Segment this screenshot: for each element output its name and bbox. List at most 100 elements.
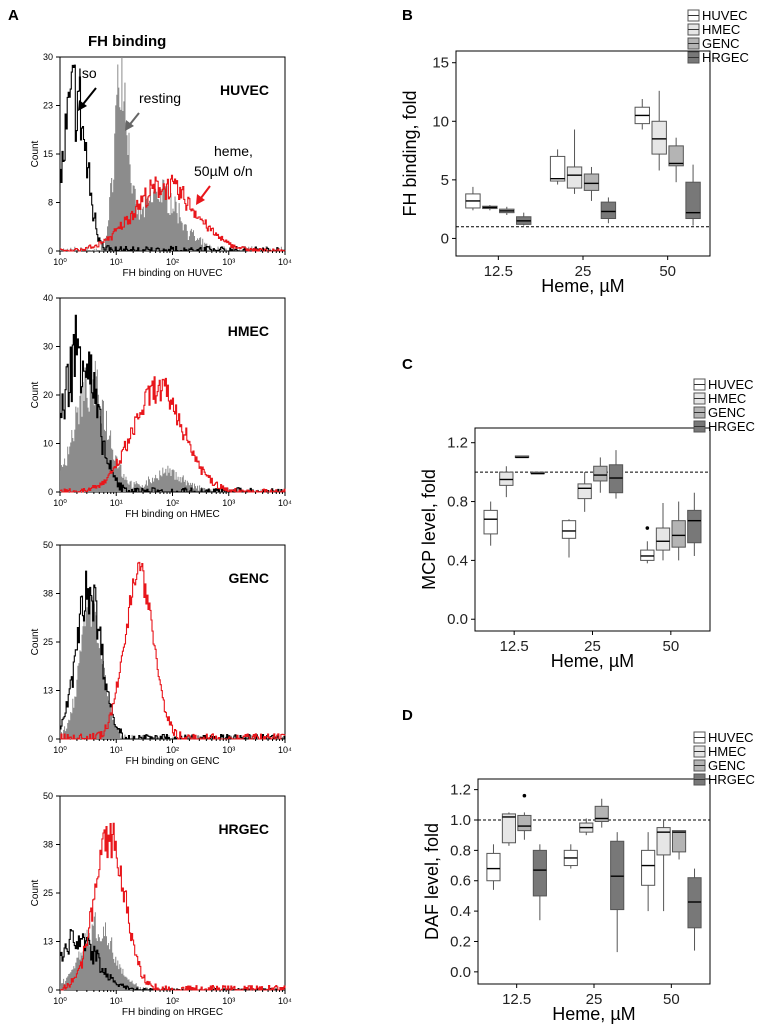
- x-tick-label: 12.5: [500, 638, 529, 655]
- legend-label: HMEC: [702, 22, 740, 37]
- y-axis-label: Count: [30, 879, 41, 906]
- box-genc: [517, 814, 532, 832]
- y-tick-label: 0: [48, 734, 53, 744]
- heme-arrowhead: [196, 194, 205, 205]
- x-tick-label: 10¹: [110, 498, 123, 508]
- histogram-series-iso: [60, 570, 286, 740]
- box-huvec: [640, 549, 655, 561]
- x-axis-label: Heme, µM: [541, 276, 624, 296]
- x-tick-label: 10¹: [110, 257, 123, 267]
- legend-label: HUVEC: [708, 377, 754, 392]
- box-genc: [594, 805, 609, 823]
- boxplot-fh-binding: B 0 5 10 15 12.5 25 50 Heme, µM FH binding, fold H…: [400, 7, 749, 296]
- y-tick-label: 0.4: [450, 903, 471, 920]
- cell-type-label: HRGEC: [218, 821, 269, 837]
- y-tick-label: 20: [43, 390, 53, 400]
- box-huvec: [641, 849, 656, 886]
- y-axis-label: MCP level, fold: [419, 469, 439, 590]
- legend-label: GENC: [708, 758, 746, 773]
- histogram-genc: 0 13 25 38 50 10⁰ 10¹ 10² 10³ 10⁴ FH binding on GE…: [30, 540, 292, 767]
- cell-type-label: GENC: [229, 570, 269, 586]
- box-outlier: [645, 526, 650, 530]
- histogram-series-resting: [60, 591, 285, 739]
- x-axis-label: FH binding on GENC: [126, 756, 220, 767]
- x-tick-label: 10⁰: [53, 745, 67, 755]
- x-tick-label: 10²: [166, 996, 179, 1006]
- x-axis-label: FH binding on HMEC: [125, 509, 219, 520]
- x-tick-label: 10⁴: [278, 257, 292, 267]
- box-hmec: [499, 471, 514, 486]
- y-axis-label: Count: [30, 140, 41, 167]
- x-tick-label: 10²: [166, 745, 179, 755]
- y-tick-label: 0: [48, 487, 53, 497]
- y-tick-label: 15: [43, 149, 53, 159]
- panel-a-title: FH binding: [88, 33, 166, 50]
- y-tick-label: 38: [43, 589, 53, 599]
- panel-a: A FH binding: [8, 7, 166, 50]
- box-hmec: [651, 120, 667, 155]
- box-huvec: [561, 520, 577, 539]
- x-tick-label: 10⁴: [278, 745, 292, 755]
- legend-label: HRGEC: [702, 50, 749, 65]
- box-genc: [671, 520, 686, 548]
- x-tick-label: 10²: [166, 257, 179, 267]
- y-tick-label: 8: [48, 198, 53, 208]
- iso-arrowhead: [78, 100, 87, 111]
- x-tick-label: 50: [659, 263, 676, 280]
- y-tick-label: 5: [441, 172, 449, 189]
- box-hrgec: [687, 509, 702, 544]
- legend-label: GENC: [702, 36, 740, 51]
- iso-annotation: Iso: [78, 65, 97, 81]
- panel-label: B: [402, 7, 413, 24]
- plot-frame: [477, 778, 711, 985]
- x-tick-label: 12.5: [502, 991, 531, 1008]
- x-tick-label: 10³: [222, 498, 235, 508]
- box-hrgec: [608, 464, 624, 494]
- histogram-series-heme: [60, 174, 286, 252]
- y-tick-label: 0.4: [447, 552, 468, 569]
- y-tick-label: 15: [432, 55, 449, 72]
- y-tick-label: 0.6: [450, 873, 471, 890]
- y-axis-label: Count: [30, 628, 41, 655]
- histogram-series-resting: [60, 57, 285, 251]
- legend-label: HUVEC: [702, 8, 748, 23]
- legend-label: HRGEC: [708, 419, 755, 434]
- histogram-huvec: 0 8 15 23 30 10⁰ 10¹ 10² 10³ 10⁴ FH binding on HUV…: [30, 52, 292, 279]
- box-hrgec: [610, 840, 625, 911]
- x-tick-label: 10⁰: [53, 257, 67, 267]
- box-hmec: [566, 166, 583, 189]
- boxplot-mcp-level: C 0.0 0.4 0.8 1.2 12.5 25 50 Heme, µM MCP level, …: [402, 356, 755, 671]
- y-axis-label: DAF level, fold: [422, 823, 442, 940]
- x-tick-label: 10⁰: [53, 498, 67, 508]
- y-tick-label: 0: [48, 246, 53, 256]
- histogram-series-resting: [60, 357, 285, 492]
- cell-type-label: HMEC: [228, 323, 269, 339]
- legend-label: HMEC: [708, 744, 746, 759]
- plot-frame: [455, 50, 711, 257]
- box-genc: [668, 145, 684, 167]
- x-axis-label: FH binding on HRGEC: [122, 1007, 223, 1018]
- y-tick-label: 30: [43, 52, 53, 62]
- histogram-series-heme: [60, 561, 286, 740]
- histogram-series-resting: [60, 912, 285, 990]
- panel-a-label: A: [8, 7, 19, 24]
- legend-label: HRGEC: [708, 772, 755, 787]
- box-hmec: [655, 527, 671, 551]
- box-hrgec: [685, 181, 701, 220]
- y-tick-label: 50: [43, 791, 53, 801]
- box-hrgec: [532, 849, 547, 897]
- x-tick-label: 10⁴: [278, 996, 292, 1006]
- box-huvec: [549, 155, 566, 182]
- y-tick-label: 30: [43, 342, 53, 352]
- boxplot-daf-level: D 0.0 0.2 0.4 0.6 0.8 1.0 1.2 12.5 25 50 Heme, µM DA…: [402, 707, 755, 1024]
- box-outlier: [522, 793, 527, 798]
- y-tick-label: 1.2: [447, 435, 468, 452]
- legend-label: HUVEC: [708, 730, 754, 745]
- y-tick-label: 10: [432, 113, 449, 130]
- box-genc: [671, 830, 687, 853]
- y-tick-label: 0: [48, 985, 53, 995]
- x-tick-label: 10³: [222, 257, 235, 267]
- x-tick-label: 50: [663, 991, 680, 1008]
- box-huvec: [486, 852, 501, 882]
- legend-label: GENC: [708, 405, 746, 420]
